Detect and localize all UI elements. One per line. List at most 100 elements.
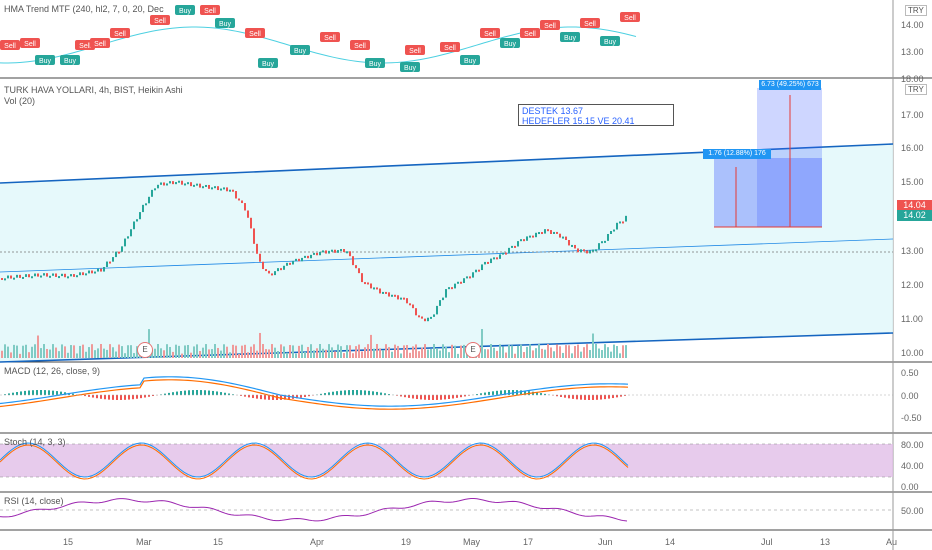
macd-histogram-bar bbox=[220, 392, 222, 395]
macd-histogram-bar bbox=[432, 395, 434, 400]
candle bbox=[199, 183, 201, 188]
volume-bar bbox=[451, 344, 453, 358]
macd-histogram-bar bbox=[336, 391, 338, 395]
macd-histogram-bar bbox=[372, 391, 374, 395]
volume-bar bbox=[622, 345, 624, 358]
volume-bar bbox=[562, 352, 564, 358]
earnings-badge[interactable]: E bbox=[465, 342, 481, 358]
volume-bar bbox=[337, 344, 339, 358]
volume-bar bbox=[67, 352, 69, 358]
volume-bar bbox=[574, 346, 576, 358]
volume-bar bbox=[589, 350, 591, 358]
candle bbox=[7, 275, 9, 279]
volume-bar bbox=[517, 345, 519, 358]
macd-histogram-bar bbox=[324, 393, 326, 395]
volume-bar bbox=[46, 348, 48, 358]
candle bbox=[439, 300, 441, 306]
macd-histogram-bar bbox=[556, 395, 558, 397]
volume-bar bbox=[160, 348, 162, 358]
macd-title: MACD (12, 26, close, 9) bbox=[4, 366, 101, 376]
volume-bar bbox=[163, 350, 165, 358]
volume-bar bbox=[187, 344, 189, 358]
time-label: Au bbox=[886, 537, 898, 547]
macd-histogram-bar bbox=[624, 395, 626, 396]
macd-histogram-bar bbox=[344, 390, 346, 395]
macd-histogram-bar bbox=[116, 395, 118, 400]
candle bbox=[244, 203, 246, 211]
volume-bar bbox=[526, 346, 528, 358]
candle bbox=[115, 251, 117, 258]
candle bbox=[427, 317, 429, 322]
volume-bar bbox=[262, 344, 264, 358]
axis-label: 17.00 bbox=[901, 110, 924, 120]
volume-bar bbox=[421, 347, 423, 358]
candle bbox=[367, 282, 369, 285]
volume-bar bbox=[277, 351, 279, 358]
macd-histogram-bar bbox=[244, 395, 246, 397]
candle bbox=[352, 256, 354, 266]
candle bbox=[196, 183, 198, 186]
candle bbox=[499, 254, 501, 259]
candle bbox=[448, 287, 450, 290]
candle bbox=[127, 236, 129, 239]
macd-histogram-bar bbox=[440, 395, 442, 400]
macd-line bbox=[0, 376, 629, 407]
volume-bar bbox=[502, 346, 504, 358]
candle bbox=[139, 212, 141, 220]
candle bbox=[442, 297, 444, 301]
macd-histogram-bar bbox=[476, 394, 478, 395]
symbol-title[interactable]: TURK HAVA YOLLARI, 4h, BIST, Heikin Ashi bbox=[4, 85, 183, 95]
volume-bar bbox=[241, 345, 243, 358]
volume-bar bbox=[115, 351, 117, 358]
macd-histogram-bar bbox=[332, 391, 334, 395]
candle bbox=[529, 235, 531, 238]
macd-histogram-bar bbox=[376, 391, 378, 395]
volume-bar bbox=[613, 344, 615, 358]
support-target-note[interactable]: DESTEK 13.67 HEDEFLER 15.15 VE 20.41 bbox=[518, 104, 674, 126]
macd-histogram-bar bbox=[500, 390, 502, 395]
candle bbox=[565, 236, 567, 240]
macd-histogram-bar bbox=[328, 392, 330, 395]
macd-histogram-bar bbox=[60, 391, 62, 395]
signal-text-sell: Sell bbox=[79, 43, 91, 50]
candle bbox=[319, 251, 321, 256]
candle bbox=[556, 231, 558, 234]
macd-histogram-bar bbox=[560, 395, 562, 397]
axis-label: 15.00 bbox=[901, 177, 924, 187]
volume-bar bbox=[313, 350, 315, 358]
candle bbox=[496, 257, 498, 260]
axis-label: 10.00 bbox=[901, 348, 924, 358]
candle bbox=[283, 265, 285, 270]
volume-bar bbox=[217, 347, 219, 358]
axis-label: 12.00 bbox=[901, 280, 924, 290]
candle bbox=[82, 272, 84, 276]
volume-title: Vol (20) bbox=[4, 96, 36, 106]
macd-histogram-bar bbox=[544, 393, 546, 395]
volume-bar bbox=[322, 348, 324, 358]
candle bbox=[604, 240, 606, 243]
candle bbox=[232, 189, 234, 192]
candle bbox=[31, 276, 33, 279]
macd-histogram-bar bbox=[364, 390, 366, 395]
volume-bar bbox=[439, 350, 441, 358]
candle bbox=[64, 273, 66, 278]
candle bbox=[412, 304, 414, 309]
macd-histogram-bar bbox=[464, 395, 466, 397]
rsi-title: RSI (14, close) bbox=[4, 496, 64, 506]
candle bbox=[388, 292, 390, 297]
macd-histogram-bar bbox=[484, 392, 486, 395]
candle bbox=[19, 274, 21, 278]
volume-bar bbox=[535, 348, 537, 358]
earnings-badge[interactable]: E bbox=[137, 342, 153, 358]
candle bbox=[355, 265, 357, 269]
macd-histogram-bar bbox=[564, 395, 566, 398]
signal-text-sell: Sell bbox=[94, 41, 106, 48]
candle bbox=[382, 291, 384, 294]
macd-histogram-bar bbox=[296, 395, 298, 399]
macd-histogram-bar bbox=[240, 395, 242, 396]
volume-bar bbox=[220, 350, 222, 358]
volume-bar bbox=[226, 346, 228, 358]
volume-bar bbox=[304, 351, 306, 358]
